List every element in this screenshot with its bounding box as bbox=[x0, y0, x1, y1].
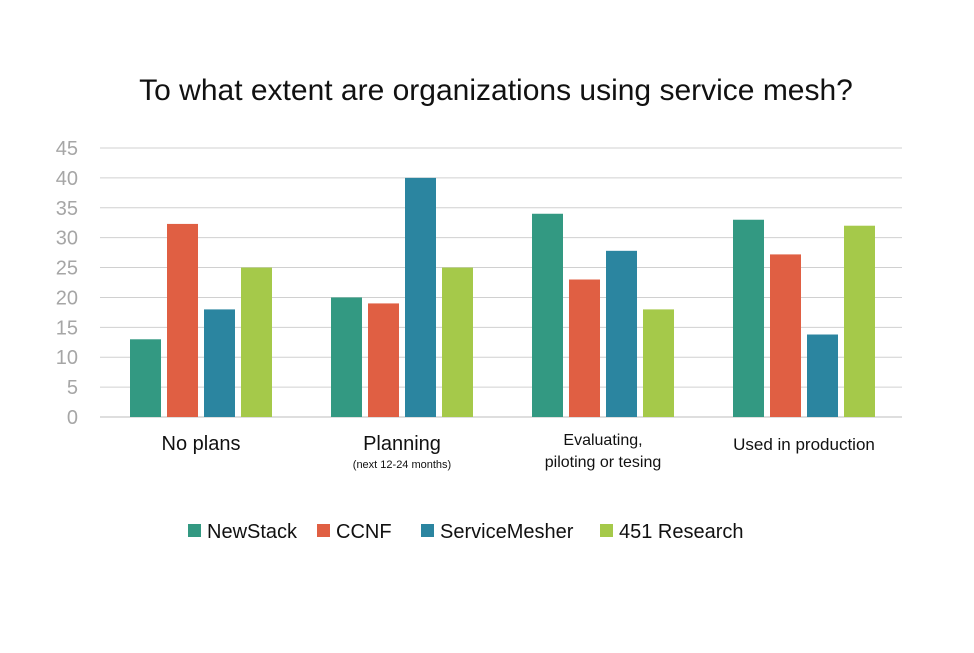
bar-servicemesher-3 bbox=[807, 334, 838, 417]
y-axis-ticks: 0 5 10 15 20 25 30 35 40 45 bbox=[56, 138, 78, 429]
y-tick-label: 0 bbox=[67, 407, 78, 429]
bar-451-research-0 bbox=[241, 267, 272, 417]
bar-newstack-1 bbox=[331, 297, 362, 417]
bars bbox=[130, 177, 875, 417]
bar-servicemesher-1 bbox=[405, 177, 436, 417]
bar-servicemesher-2 bbox=[606, 250, 637, 417]
legend: NewStack CCNF ServiceMesher 451 Research bbox=[188, 521, 744, 543]
bar-newstack-3 bbox=[733, 219, 764, 417]
bar-ccnf-0 bbox=[167, 223, 198, 417]
category-label: piloting or tesing bbox=[545, 454, 662, 471]
legend-label: CCNF bbox=[336, 521, 392, 543]
bar-451-research-2 bbox=[643, 309, 674, 417]
category-labels: No plans Planning (next 12-24 months) Evalu… bbox=[162, 432, 875, 471]
y-tick-label: 5 bbox=[67, 377, 78, 399]
legend-swatch bbox=[188, 524, 201, 537]
legend-swatch bbox=[600, 524, 613, 537]
y-tick-label: 40 bbox=[56, 168, 78, 190]
bar-newstack-0 bbox=[130, 339, 161, 417]
legend-swatch bbox=[421, 524, 434, 537]
bar-451-research-3 bbox=[844, 225, 875, 417]
bar-newstack-2 bbox=[532, 213, 563, 417]
y-tick-label: 20 bbox=[56, 287, 78, 309]
y-tick-label: 15 bbox=[56, 317, 78, 339]
category-sublabel: (next 12-24 months) bbox=[353, 459, 451, 471]
y-tick-label: 10 bbox=[56, 347, 78, 369]
bar-ccnf-3 bbox=[770, 254, 801, 417]
legend-label: NewStack bbox=[207, 521, 298, 543]
bar-451-research-1 bbox=[442, 267, 473, 417]
category-label: No plans bbox=[162, 433, 241, 455]
chart-title: To what extent are organizations using s… bbox=[139, 74, 853, 107]
y-tick-label: 30 bbox=[56, 228, 78, 250]
bar-ccnf-1 bbox=[368, 303, 399, 417]
legend-label: ServiceMesher bbox=[440, 521, 574, 543]
category-label: Evaluating, bbox=[563, 432, 642, 449]
legend-label: 451 Research bbox=[619, 521, 744, 543]
bar-ccnf-2 bbox=[569, 279, 600, 417]
y-tick-label: 45 bbox=[56, 138, 78, 160]
category-label: Planning bbox=[363, 433, 441, 455]
legend-swatch bbox=[317, 524, 330, 537]
y-tick-label: 25 bbox=[56, 258, 78, 280]
category-label: Used in production bbox=[733, 435, 875, 454]
y-tick-label: 35 bbox=[56, 198, 78, 220]
bar-servicemesher-0 bbox=[204, 309, 235, 417]
